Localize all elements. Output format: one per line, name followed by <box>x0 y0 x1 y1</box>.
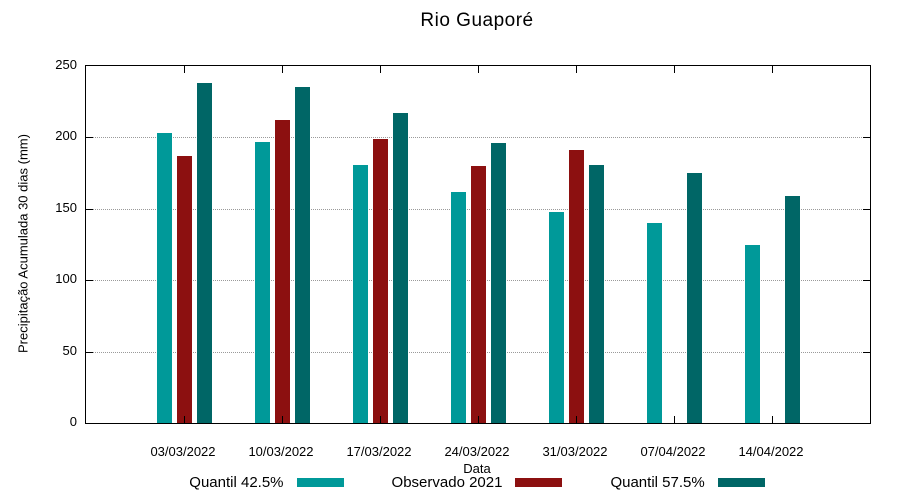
bar-quantil-42-5--14-04-2022 <box>744 244 760 423</box>
y-tick-left-150 <box>86 208 93 210</box>
y-tick-left-50 <box>86 351 93 353</box>
x-tick-bottom-6 <box>772 416 773 423</box>
x-tick-bottom-5 <box>674 416 675 423</box>
legend-item-1: Observado 2021 <box>392 474 563 491</box>
bar-quantil-42-5--03-03-2022 <box>156 133 172 423</box>
x-tick-top-0 <box>184 66 185 73</box>
legend-item-2: Quantil 57.5% <box>610 474 765 491</box>
legend-swatch-1 <box>515 478 563 487</box>
chart-title: Rio Guaporé <box>420 10 534 31</box>
bar-observado-2021-24-03-2022 <box>470 165 486 423</box>
bar-quantil-42-5--24-03-2022 <box>450 191 466 423</box>
y-tick-label-200: 200 <box>55 128 77 144</box>
x-tick-top-3 <box>478 66 479 73</box>
x-tick-top-5 <box>674 66 675 73</box>
x-tick-top-4 <box>576 66 577 73</box>
x-tick-label-4: 31/03/2022 <box>542 444 608 459</box>
y-tick-right-150 <box>863 208 870 210</box>
x-tick-bottom-1 <box>282 416 283 423</box>
bar-quantil-57-5--10-03-2022 <box>294 87 310 423</box>
bar-quantil-42-5--07-04-2022 <box>646 223 662 423</box>
legend-label-0: Quantil 42.5% <box>189 474 284 491</box>
plot-area <box>85 65 871 424</box>
x-tick-top-6 <box>772 66 773 73</box>
bar-quantil-57-5--03-03-2022 <box>196 83 212 423</box>
x-tick-label-5: 07/04/2022 <box>640 444 706 459</box>
bar-quantil-42-5--17-03-2022 <box>352 164 368 423</box>
bar-observado-2021-17-03-2022 <box>372 138 388 423</box>
legend-swatch-0 <box>296 478 344 487</box>
x-tick-bottom-0 <box>184 416 185 423</box>
legend-swatch-2 <box>717 478 765 487</box>
y-tick-label-0: 0 <box>69 414 77 429</box>
bar-quantil-42-5--10-03-2022 <box>254 141 270 423</box>
x-tick-bottom-2 <box>380 416 381 423</box>
gridline-200 <box>86 137 870 139</box>
x-tick-bottom-4 <box>576 416 577 423</box>
x-tick-label-0: 03/03/2022 <box>150 444 216 459</box>
x-tick-label-3: 24/03/2022 <box>444 444 510 459</box>
y-tick-label-50: 50 <box>62 342 77 358</box>
y-axis-title: Precipitação Acumulada 30 dias (mm) <box>15 134 31 353</box>
y-tick-right-200 <box>863 137 870 139</box>
x-tick-label-6: 14/04/2022 <box>738 444 804 459</box>
y-tick-label-100: 100 <box>55 271 77 287</box>
bar-quantil-57-5--31-03-2022 <box>588 164 604 423</box>
bar-quantil-57-5--07-04-2022 <box>686 173 702 423</box>
x-tick-top-1 <box>282 66 283 73</box>
bar-observado-2021-03-03-2022 <box>176 155 192 423</box>
y-tick-left-200 <box>86 137 93 139</box>
x-tick-top-2 <box>380 66 381 73</box>
y-tick-right-100 <box>863 280 870 282</box>
bar-quantil-57-5--14-04-2022 <box>784 195 800 423</box>
x-tick-label-1: 10/03/2022 <box>248 444 314 459</box>
y-tick-label-150: 150 <box>55 199 77 215</box>
bar-observado-2021-10-03-2022 <box>274 120 290 423</box>
bar-quantil-57-5--24-03-2022 <box>490 143 506 423</box>
legend-label-2: Quantil 57.5% <box>610 474 705 491</box>
bar-quantil-42-5--31-03-2022 <box>548 211 564 423</box>
legend-item-0: Quantil 42.5% <box>189 474 344 491</box>
y-tick-label-250: 250 <box>55 57 77 72</box>
x-tick-label-2: 17/03/2022 <box>346 444 412 459</box>
y-tick-right-50 <box>863 351 870 353</box>
legend: Quantil 42.5% Observado 2021 Quantil 57.5% <box>85 474 869 491</box>
bar-observado-2021-31-03-2022 <box>568 150 584 423</box>
bar-quantil-57-5--17-03-2022 <box>392 113 408 423</box>
legend-label-1: Observado 2021 <box>391 474 503 491</box>
x-axis-title: Data <box>463 461 491 476</box>
x-tick-bottom-3 <box>478 416 479 423</box>
y-tick-left-100 <box>86 280 93 282</box>
